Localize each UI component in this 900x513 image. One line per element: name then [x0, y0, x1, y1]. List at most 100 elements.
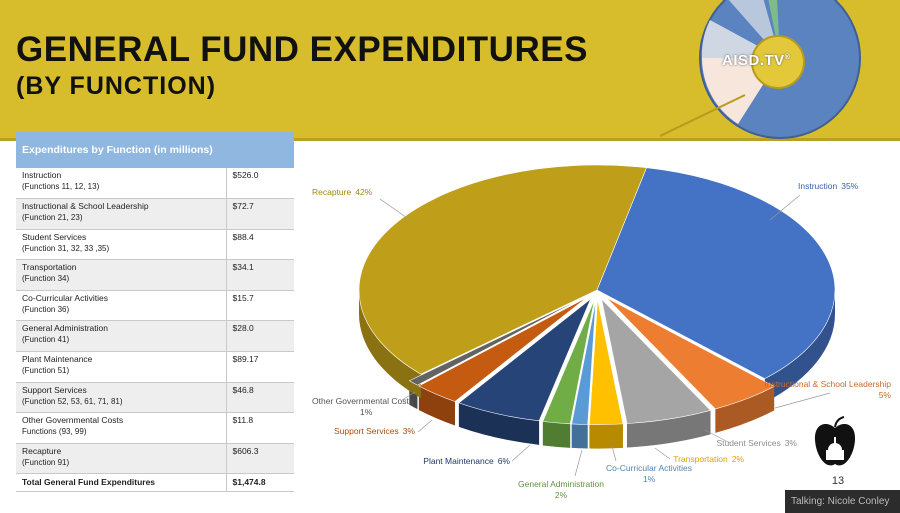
slice-name: Plant Maintenance — [423, 456, 494, 466]
slice-name: General Administration — [518, 479, 604, 489]
amount-cell: $34.1 — [225, 259, 294, 291]
table-row: General Administration (Function 41) $28.0 — [16, 320, 294, 353]
slice-percent: 1% — [360, 407, 373, 417]
function-codes: (Function 51) — [22, 366, 70, 376]
function-cell: Plant Maintenance (Function 51) — [16, 351, 226, 383]
pie-slice-side — [571, 423, 588, 449]
slice-name: Other Governmental Costs — [312, 396, 413, 406]
function-codes: (Function 31, 32, 33 ,35) — [22, 243, 110, 253]
function-codes: (Function 52, 53, 61, 71, 81) — [22, 396, 123, 406]
pie-slice-label: Co-Curricular Activities 1% — [606, 463, 692, 484]
function-cell: General Administration (Function 41) — [16, 320, 226, 353]
pie-slice — [571, 299, 597, 425]
slice-percent: 5% — [879, 390, 892, 400]
watermark-text: AISD.TV — [722, 52, 785, 69]
amount-cell: $88.4 — [225, 229, 294, 261]
table-row: Transportation (Function 34) $34.1 — [16, 259, 294, 291]
pie-slice-label: Student Services 3% — [716, 438, 797, 448]
function-cell: Co-Curricular Activities (Function 36) — [16, 290, 226, 322]
pie-slice — [601, 298, 712, 424]
function-name: Support Services — [22, 384, 87, 395]
slide-subtitle: (BY FUNCTION) — [16, 72, 217, 100]
slice-percent: 3% — [403, 426, 416, 436]
leader-line — [511, 444, 531, 462]
total-label: Total General Fund Expenditures — [16, 473, 226, 493]
pie-slice-label: Support Services 3% — [334, 426, 415, 436]
slice-name: Student Services — [716, 438, 780, 448]
banner-divider — [0, 138, 900, 141]
function-name: Other Governmental Costs — [22, 415, 124, 426]
pie-slice — [358, 164, 647, 375]
amount-cell: $606.3 — [225, 443, 294, 475]
table-row: Support Services (Function 52, 53, 61, 71… — [16, 382, 294, 414]
pie-slice-label: Plant Maintenance 6% — [423, 456, 510, 466]
function-cell: Instruction (Functions 11, 12, 13) — [16, 168, 226, 200]
table-row: Instruction (Functions 11, 12, 13) $526.0 — [16, 168, 294, 200]
pie-slice-label: General Administration 2% — [518, 479, 604, 500]
slice-percent: 6% — [498, 456, 511, 466]
function-cell: Support Services (Function 52, 53, 61, 71… — [16, 382, 226, 414]
function-cell: Student Services (Function 31, 32, 33 ,35… — [16, 229, 226, 261]
expenditures-table: Expenditures by Function (in millions) I… — [16, 132, 294, 493]
pie-slice — [542, 299, 595, 425]
function-codes: (Function 34) — [22, 274, 70, 284]
slice-name: Instruction — [798, 181, 837, 191]
pie-slice-side — [715, 386, 775, 433]
slice-percent: 1% — [643, 474, 656, 484]
function-name: General Administration — [22, 323, 108, 334]
pie-slice-label: Other Governmental Costs 1% — [312, 396, 413, 417]
total-amount: $1,474.8 — [225, 473, 294, 493]
aisd-tv-watermark: AISD.TV® — [722, 52, 791, 69]
leader-line — [379, 198, 411, 221]
pie-slice-side — [542, 421, 571, 448]
function-name: Transportation — [22, 262, 77, 273]
slice-percent: 42% — [355, 187, 372, 197]
function-codes: (Function 36) — [22, 304, 70, 314]
leader-line — [401, 391, 416, 401]
amount-cell: $89.17 — [225, 351, 294, 383]
slice-name: Recapture — [312, 187, 351, 197]
decorative-pie-graphic — [660, 0, 861, 139]
pie-chart: Instruction 35% Instructional & School Lea… — [312, 164, 891, 500]
slice-name: Transportation — [673, 454, 728, 464]
table-row: Student Services (Function 31, 32, 33 ,35… — [16, 229, 294, 261]
function-name: Instructional & School Leadership — [22, 201, 149, 212]
pie-labels: Instruction 35% Instructional & School Lea… — [312, 181, 891, 500]
table-row: Instructional & School Leadership (Functi… — [16, 198, 294, 230]
pie-slice-side — [418, 385, 456, 426]
pie-slice-side — [626, 410, 711, 448]
apple-capitol-logo — [814, 416, 856, 466]
amount-cell: $28.0 — [225, 320, 294, 353]
pie-slice-side — [458, 402, 540, 445]
function-name: Recapture — [22, 445, 62, 456]
pie-slice-side — [359, 290, 421, 399]
pie-slice — [606, 297, 775, 410]
table-header: Expenditures by Function (in millions) — [16, 132, 294, 168]
function-cell: Other Governmental Costs Functions (93, 9… — [16, 412, 226, 444]
amount-cell: $46.8 — [225, 382, 294, 414]
function-cell: Transportation (Function 34) — [16, 259, 226, 291]
pie-slice-side — [589, 423, 623, 449]
pie-slice — [418, 297, 588, 402]
leader-line — [654, 447, 671, 460]
table-row: Plant Maintenance (Function 51) $89.17 — [16, 351, 294, 383]
function-codes: (Functions 11, 12, 13) — [22, 182, 100, 191]
table-total-row: Total General Fund Expenditures $1,474.8 — [16, 473, 294, 493]
slice-percent: 3% — [785, 438, 798, 448]
function-codes: (Function 21, 23) — [22, 213, 83, 223]
pie-slice-label: Instructional & School Leadership 5% — [764, 379, 891, 400]
table-row: Recapture (Function 91) $606.3 — [16, 443, 294, 475]
leader-line — [704, 429, 731, 444]
pie-slice — [596, 167, 836, 379]
slide-title: GENERAL FUND EXPENDITURES — [16, 30, 588, 69]
function-codes: Functions (93, 99) — [22, 427, 87, 437]
page-number: 13 — [831, 475, 845, 487]
function-codes: (Function 91) — [22, 457, 70, 467]
leader-line — [769, 194, 801, 221]
slice-name: Instructional & School Leadership — [764, 379, 891, 389]
pie-depth — [359, 290, 835, 449]
pie-slice — [458, 298, 592, 422]
slice-percent: 35% — [841, 181, 858, 191]
slice-name: Co-Curricular Activities — [606, 463, 692, 473]
